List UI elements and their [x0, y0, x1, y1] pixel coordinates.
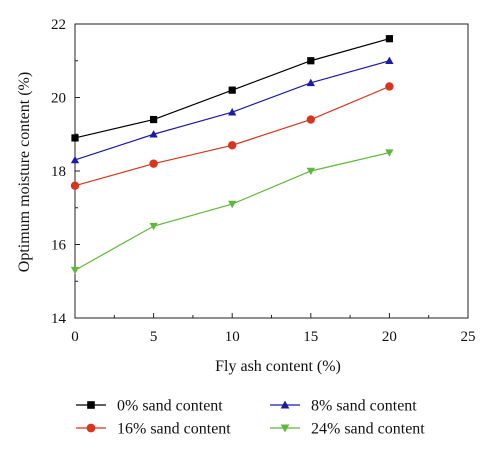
legend-label: 16% sand content — [117, 421, 231, 438]
data-point — [70, 266, 80, 275]
plot-frame — [74, 23, 469, 319]
data-point — [71, 134, 79, 142]
legend-marker — [280, 400, 290, 409]
data-point — [149, 222, 158, 231]
legend-item: 0% sand content — [76, 398, 223, 415]
data-point — [306, 167, 315, 176]
legend-label: 8% sand content — [311, 398, 417, 415]
data-point — [149, 159, 158, 168]
x-tick-label: 0 — [71, 329, 79, 345]
y-tick-label: 22 — [51, 17, 66, 33]
data-point — [228, 108, 237, 116]
legend-item: 8% sand content — [270, 398, 417, 415]
legend-label: 24% sand content — [311, 421, 425, 438]
data-point — [385, 82, 394, 91]
data-point — [70, 181, 80, 190]
y-tick-label: 14 — [51, 311, 67, 327]
data-point — [228, 86, 236, 94]
data-point — [306, 115, 315, 124]
legend-marker — [280, 424, 290, 433]
y-tick-label: 16 — [51, 238, 67, 254]
series-line — [74, 85, 390, 187]
x-tick-label: 20 — [382, 329, 397, 345]
y-tick-label: 20 — [51, 91, 66, 107]
x-tick-label: 15 — [303, 329, 318, 345]
data-point — [70, 155, 80, 164]
x-tick-label: 10 — [225, 329, 240, 345]
data-point — [385, 56, 394, 65]
plot-area: 0 5 10 15 20 25 14 16 18 20 22 — [51, 17, 476, 345]
y-axis-title: Optimum moisture content (%) — [16, 72, 33, 272]
legend-marker — [87, 401, 95, 409]
data-point — [228, 200, 237, 209]
y-tick-label: 18 — [51, 164, 66, 180]
legend: 0% sand content 8% sand content 16% sand c… — [76, 398, 425, 438]
data-point — [307, 57, 315, 65]
legend-marker — [86, 423, 96, 433]
data-point — [149, 130, 158, 138]
legend-item: 16% sand content — [76, 421, 231, 438]
legend-item: 24% sand content — [270, 421, 425, 438]
x-tick-label: 5 — [150, 329, 158, 345]
data-point — [150, 115, 158, 124]
legend-label: 0% sand content — [117, 398, 223, 415]
x-axis-title: Fly ash content (%) — [215, 358, 341, 375]
series-line — [74, 152, 390, 271]
x-tick-label: 25 — [461, 329, 476, 345]
data-point — [385, 149, 394, 157]
data-point — [385, 35, 393, 43]
data-point — [228, 141, 237, 150]
data-point — [306, 78, 315, 87]
